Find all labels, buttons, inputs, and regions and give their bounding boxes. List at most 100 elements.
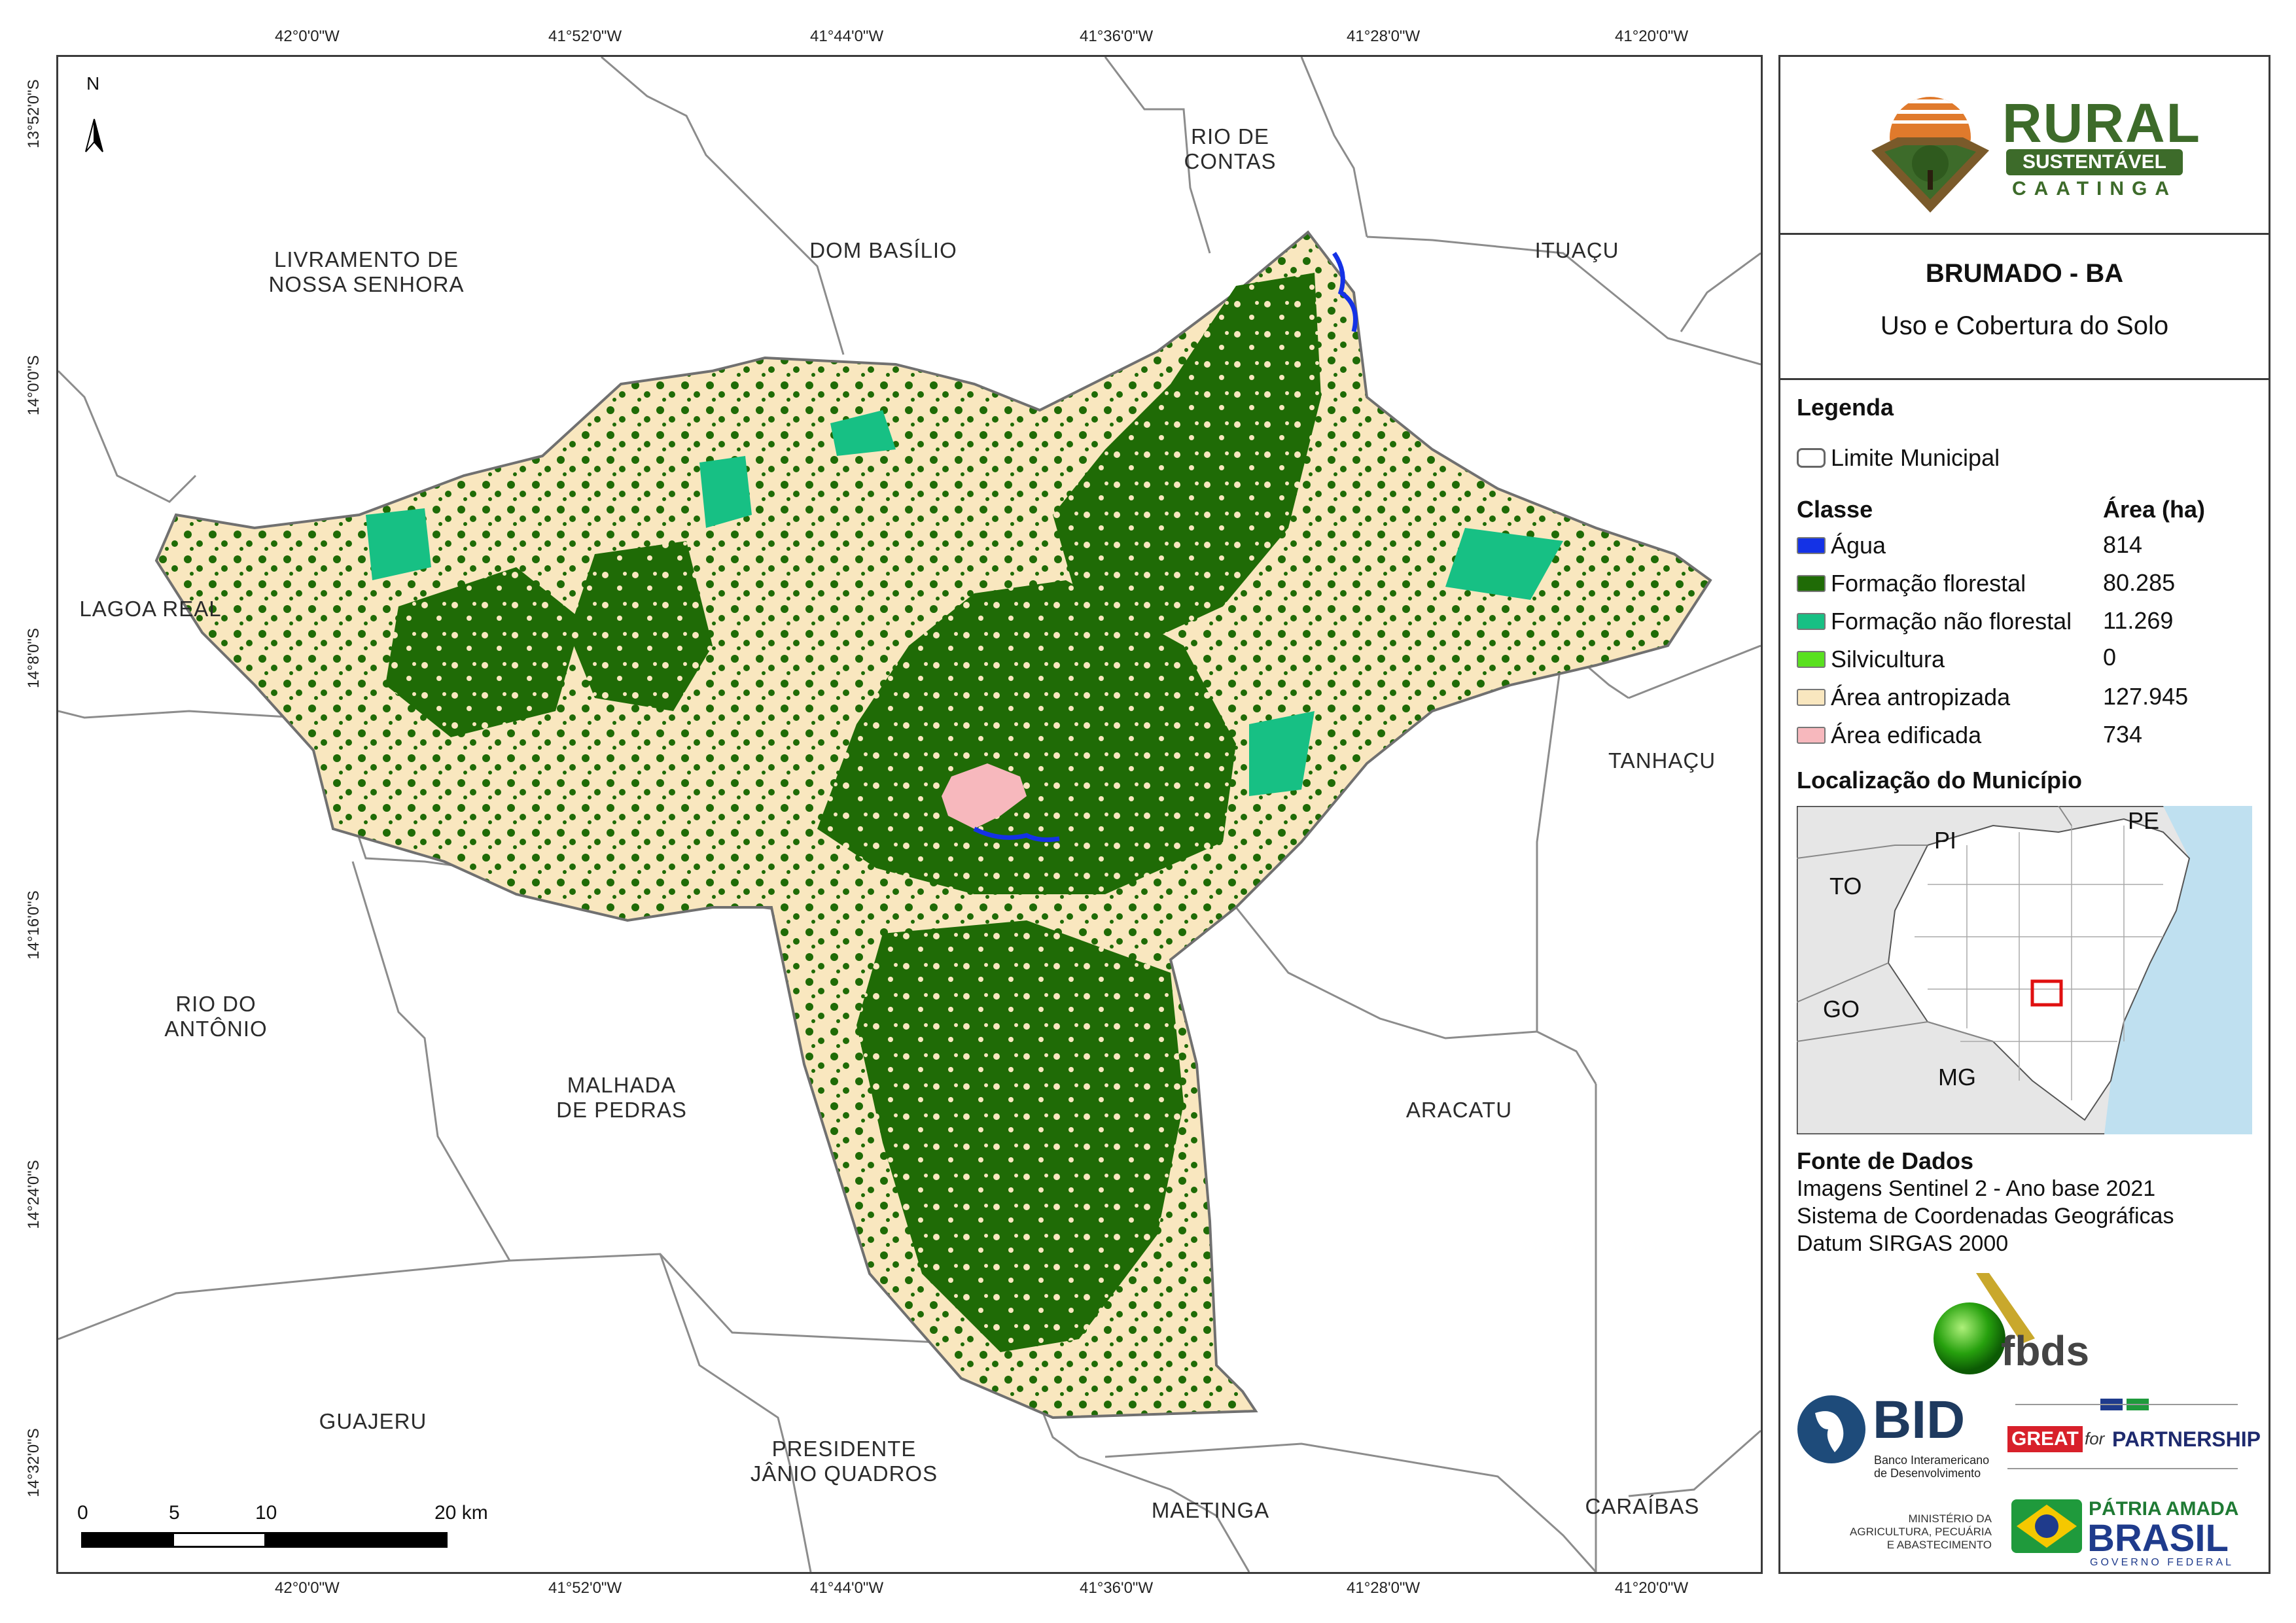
map-canvas xyxy=(58,57,1761,1572)
logo-caatinga: CAATINGA xyxy=(2011,178,2178,200)
governo-text: GOVERNO FEDERAL xyxy=(2090,1557,2234,1568)
non-forest-patch xyxy=(1249,711,1315,796)
great-badge: GREAT xyxy=(2007,1426,2083,1452)
water-river xyxy=(973,826,1060,843)
great-partnership: PARTNERSHIP xyxy=(2112,1427,2261,1451)
non-forest-patch xyxy=(366,508,431,580)
area-header: Área (ha) xyxy=(2103,496,2206,523)
source-title: Fonte de Dados xyxy=(1797,1147,1974,1174)
color-swatch xyxy=(1797,689,1826,706)
water-river xyxy=(1332,252,1358,332)
class-label: Área antropizada xyxy=(1831,684,2011,710)
patria-text: PÁTRIA AMADA xyxy=(2089,1498,2239,1520)
legend-item: Água xyxy=(1797,532,1886,559)
scale-label: 5 xyxy=(169,1502,180,1524)
class-label: Formação não florestal xyxy=(1831,608,2072,635)
north-arrow xyxy=(85,118,103,152)
bid-text: BID xyxy=(1873,1390,1966,1450)
color-swatch xyxy=(1797,537,1826,554)
lat-tick: 14°0'0"S xyxy=(25,355,43,416)
forest-southwest xyxy=(569,541,713,711)
limit-swatch xyxy=(1797,448,1826,468)
logo-sustentavel: SUSTENTÁVEL xyxy=(2006,149,2183,175)
class-label: Silvicultura xyxy=(1831,646,1945,672)
municipality-label: TANHAÇU xyxy=(1608,748,1716,773)
color-swatch xyxy=(1797,727,1826,744)
inset-label: GO xyxy=(1823,996,1860,1022)
lon-tick-bottom: 41°44'0"W xyxy=(810,1579,884,1597)
class-area: 734 xyxy=(2103,721,2143,748)
lon-tick-bottom: 41°28'0"W xyxy=(1347,1579,1421,1597)
municipality-label: CARAÍBAS xyxy=(1585,1494,1700,1518)
lat-tick: 13°52'0"S xyxy=(25,79,43,148)
map-subtitle: Uso e Cobertura do Solo xyxy=(1880,311,2169,340)
legend-limit: Limite Municipal xyxy=(1797,444,2000,471)
inset-label: PI xyxy=(1934,827,1957,854)
lat-tick: 14°8'0"S xyxy=(25,627,43,689)
municipality-label: ITUAÇU xyxy=(1534,238,1619,262)
class-area: 814 xyxy=(2103,531,2143,558)
side-panel-frame xyxy=(1778,55,2270,1574)
forest-west xyxy=(385,567,582,737)
lon-tick-bottom: 41°20'0"W xyxy=(1615,1579,1689,1597)
location-title: Localização do Município xyxy=(1797,767,2083,794)
municipality-label: RIO DO ANTÔNIO xyxy=(164,992,268,1041)
limit-label: Limite Municipal xyxy=(1831,444,2000,471)
bid-emblem xyxy=(1797,1395,1865,1463)
municipality-label: PRESIDENTE JÂNIO QUADROS xyxy=(750,1437,938,1486)
forest-north xyxy=(1053,273,1321,646)
municipality-label: MAETINGA xyxy=(1151,1498,1270,1522)
legend-item: Área antropizada xyxy=(1797,684,2010,710)
source-line: Sistema de Coordenadas Geográficas xyxy=(1797,1204,2174,1229)
divider xyxy=(1778,233,2270,235)
lon-tick-top: 41°20'0"W xyxy=(1615,27,1689,45)
legend-item: Área edificada xyxy=(1797,722,1981,748)
lon-tick-top: 41°36'0"W xyxy=(1080,27,1154,45)
class-label: Formação florestal xyxy=(1831,570,2026,597)
scale-label: 0 xyxy=(77,1502,88,1524)
municipality-label: GUAJERU xyxy=(319,1409,427,1433)
legend-item: Formação não florestal xyxy=(1797,608,2072,635)
brumado-locator xyxy=(2030,979,2063,1007)
municipality-label: MALHADA DE PEDRAS xyxy=(556,1073,687,1122)
class-area: 11.269 xyxy=(2103,607,2174,634)
lon-tick-bottom: 41°52'0"W xyxy=(548,1579,622,1597)
color-swatch xyxy=(1797,651,1826,668)
lon-tick-top: 41°52'0"W xyxy=(548,27,622,45)
scale-bar xyxy=(81,1532,448,1548)
legend-item: Formação florestal xyxy=(1797,570,2026,597)
color-swatch xyxy=(1797,613,1826,630)
scale-label: 20 km xyxy=(434,1502,488,1524)
brasil-flag-icon xyxy=(2011,1499,2082,1553)
forest-central xyxy=(817,580,1236,894)
municipality-label: RIO DE CONTAS xyxy=(1184,124,1277,173)
non-forest-patch xyxy=(830,410,896,456)
lon-tick-top: 41°44'0"W xyxy=(810,27,884,45)
great-divider xyxy=(2007,1468,2238,1469)
lat-tick: 14°16'0"S xyxy=(25,890,43,960)
color-swatch xyxy=(1797,575,1826,592)
lat-tick: 14°32'0"S xyxy=(25,1428,43,1497)
built-area xyxy=(942,763,1027,829)
municipality-label: DOM BASÍLIO xyxy=(809,238,957,262)
rural-logo-emblem xyxy=(1871,97,1989,213)
source-line: Imagens Sentinel 2 - Ano base 2021 xyxy=(1797,1176,2156,1201)
bid-subtext: Banco Interamericano de Desenvolvimento xyxy=(1874,1454,1990,1480)
lon-tick-bottom: 42°0'0"W xyxy=(275,1579,340,1597)
great-for: for xyxy=(2085,1429,2105,1448)
class-header: Classe xyxy=(1797,496,1873,523)
scale-label: 10 xyxy=(255,1502,277,1524)
municipality-label: ARACATU xyxy=(1405,1098,1513,1122)
class-area: 0 xyxy=(2103,644,2117,671)
class-area: 80.285 xyxy=(2103,569,2176,596)
non-forest-patch xyxy=(1445,528,1563,600)
logo-rural: RURAL xyxy=(2002,92,2201,154)
legend-title: Legenda xyxy=(1797,394,1894,421)
brasil-text: BRASIL xyxy=(2087,1517,2229,1560)
class-area: 127.945 xyxy=(2103,683,2189,710)
forest-south xyxy=(857,920,1184,1352)
lon-tick-top: 41°28'0"W xyxy=(1347,27,1421,45)
great-divider xyxy=(2015,1404,2238,1405)
lat-tick: 14°24'0"S xyxy=(25,1160,43,1229)
lon-tick-bottom: 41°36'0"W xyxy=(1080,1579,1154,1597)
